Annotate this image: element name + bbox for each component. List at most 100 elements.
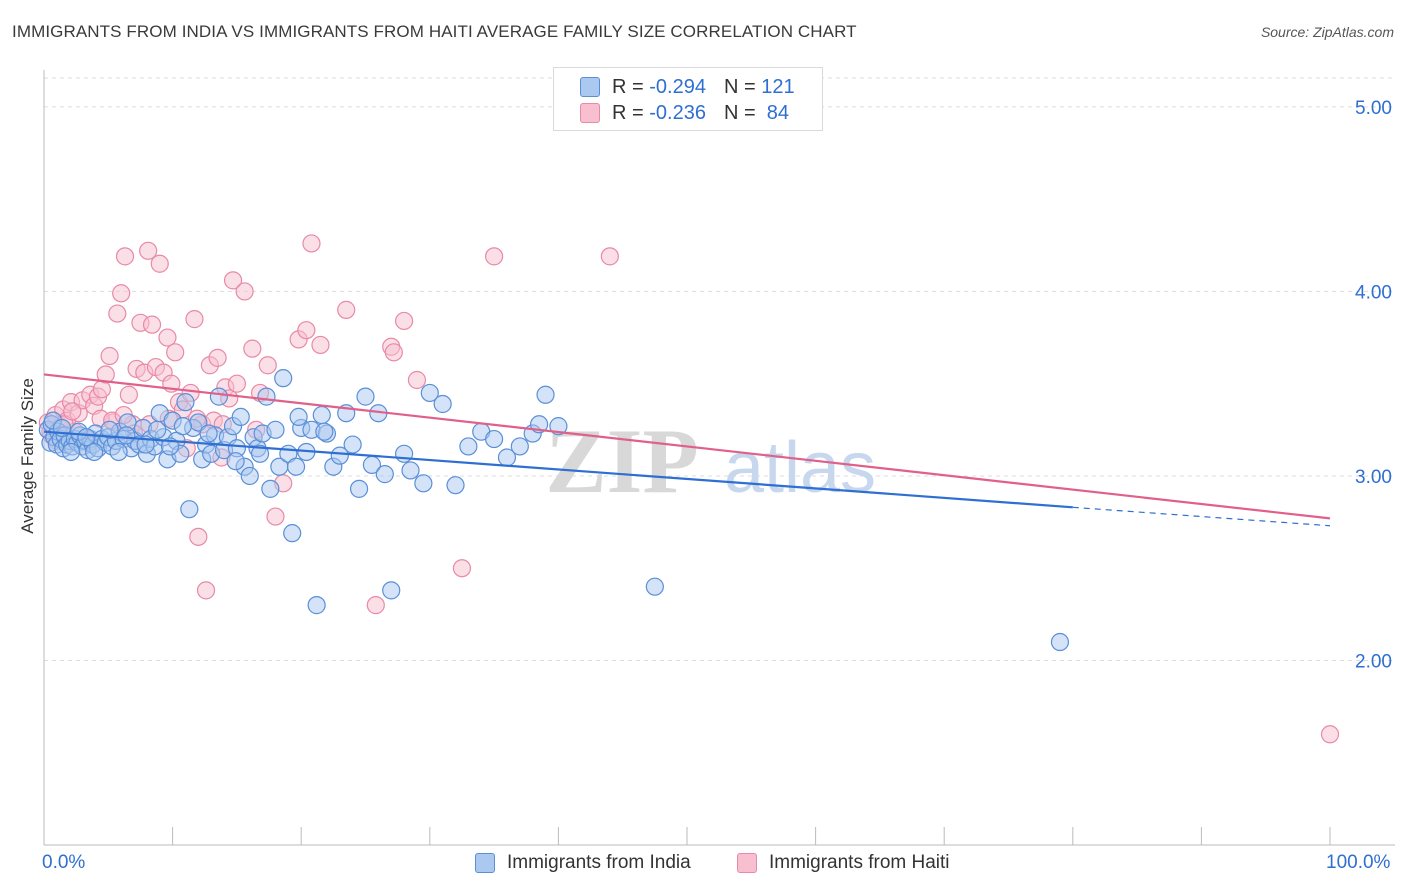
india-point <box>343 435 362 454</box>
haiti-point <box>223 271 243 290</box>
india-point <box>266 420 285 439</box>
india-trend-extension <box>1072 506 1331 527</box>
haiti-n-value: 84 <box>766 101 790 124</box>
haiti-point <box>112 284 131 303</box>
india-point <box>261 479 280 498</box>
india-point <box>485 429 504 449</box>
haiti-point <box>115 247 135 266</box>
legend-row-haiti: R = -0.236 N = 84 <box>580 101 789 125</box>
india-point <box>109 442 128 462</box>
y-tick-label: 2.00 <box>1355 651 1392 672</box>
haiti-point <box>142 315 162 334</box>
india-r-value: -0.294 <box>649 75 706 98</box>
india-point <box>433 394 452 414</box>
india-n-label: N = <box>723 75 756 98</box>
india-r-label: R = <box>612 75 644 98</box>
haiti-point <box>208 348 227 367</box>
haiti-point <box>227 374 246 393</box>
legend-item-haiti: Immigrants from Haiti <box>737 852 950 874</box>
india-point <box>199 424 218 443</box>
haiti-point <box>63 402 82 421</box>
watermark-zip: ZIP <box>545 410 698 512</box>
india-point <box>414 474 433 493</box>
india-point <box>549 417 568 436</box>
haiti-point <box>196 581 216 600</box>
haiti-point <box>485 247 504 266</box>
haiti-point <box>1320 725 1340 744</box>
india-point <box>289 407 308 427</box>
haiti-point <box>258 356 277 375</box>
india-point <box>173 417 192 436</box>
y-axis-label: Average Family Size <box>18 378 37 534</box>
india-point <box>382 581 401 600</box>
india-point <box>286 457 306 476</box>
watermark: ZIP atlas <box>545 410 876 512</box>
india-point <box>446 476 465 495</box>
haiti-r-value: -0.236 <box>649 101 706 124</box>
india-point <box>536 385 555 404</box>
haiti-point <box>158 328 177 347</box>
india-point <box>312 405 331 425</box>
india-legend-label: Immigrants from India <box>507 852 691 873</box>
india-point <box>274 369 293 388</box>
y-tick-labels: 2.00 3.00 4.00 5.00 <box>1355 98 1392 673</box>
legend-item-india: Immigrants from India <box>475 852 691 874</box>
india-point <box>176 393 195 412</box>
haiti-point <box>337 300 356 319</box>
haiti-point <box>96 365 115 384</box>
haiti-legend-swatch <box>737 853 757 873</box>
india-point <box>375 465 394 484</box>
india-point <box>250 444 270 463</box>
haiti-point <box>119 385 138 404</box>
x-tick-label-max: 100.0% <box>1326 852 1391 873</box>
india-point <box>148 420 167 439</box>
india-point <box>209 387 228 406</box>
india-point <box>231 407 250 427</box>
india-swatch <box>580 77 600 97</box>
haiti-point <box>366 596 385 615</box>
india-n-value: 121 <box>761 75 795 98</box>
india-point <box>240 466 259 486</box>
india-point <box>356 387 375 406</box>
india-point <box>420 383 439 403</box>
haiti-point <box>166 343 185 362</box>
gridlines <box>44 77 1395 661</box>
india-point <box>349 479 369 498</box>
haiti-swatch <box>580 103 600 123</box>
y-tick-label: 3.00 <box>1355 467 1392 488</box>
haiti-legend-label: Immigrants from Haiti <box>769 852 950 873</box>
india-point <box>180 500 199 519</box>
trend-lines <box>43 373 1331 527</box>
haiti-point <box>150 254 169 273</box>
india-point <box>315 422 334 441</box>
haiti-point <box>302 234 321 253</box>
india-point <box>330 446 349 465</box>
haiti-point <box>384 343 403 362</box>
source-label: Source: ZipAtlas.com <box>1260 24 1394 40</box>
haiti-n-label: N = <box>723 101 756 124</box>
india-points <box>38 369 1070 652</box>
india-point <box>61 442 81 462</box>
haiti-point <box>311 335 330 355</box>
india-point <box>645 577 664 596</box>
india-trend-line <box>43 430 1073 509</box>
haiti-point <box>108 304 127 323</box>
y-tick-label: 4.00 <box>1355 282 1392 303</box>
india-point <box>307 596 326 615</box>
india-point <box>401 461 420 480</box>
haiti-point <box>235 282 254 301</box>
india-point <box>459 437 478 456</box>
haiti-point <box>189 527 208 546</box>
haiti-point <box>243 339 262 358</box>
haiti-point <box>100 346 119 366</box>
india-point <box>283 524 302 543</box>
haiti-point <box>407 370 427 390</box>
india-point <box>257 387 276 406</box>
haiti-point <box>297 321 316 340</box>
watermark-atlas: atlas <box>724 428 876 508</box>
india-point <box>85 442 104 462</box>
haiti-point <box>452 559 472 578</box>
haiti-point <box>600 247 619 266</box>
axes <box>43 70 1395 846</box>
